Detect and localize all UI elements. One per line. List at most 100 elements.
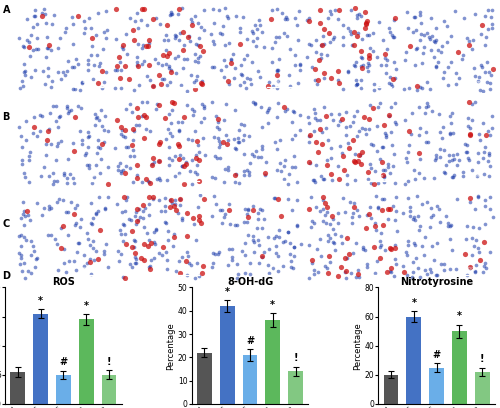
Point	[43, 137, 51, 143]
Point	[334, 210, 342, 216]
Point	[278, 10, 285, 17]
Point	[182, 272, 190, 278]
Point	[416, 125, 424, 132]
Point	[465, 157, 473, 163]
Point	[463, 272, 471, 279]
Point	[486, 86, 494, 92]
Point	[365, 54, 373, 61]
Point	[62, 29, 70, 36]
Point	[188, 19, 196, 26]
Point	[462, 149, 469, 155]
Point	[186, 72, 194, 78]
Bar	[102, 375, 116, 404]
Point	[114, 167, 122, 173]
Bar	[220, 306, 234, 404]
Point	[88, 35, 96, 42]
Point	[371, 222, 379, 229]
Point	[95, 62, 103, 69]
Point	[471, 73, 479, 79]
Point	[122, 144, 130, 150]
Point	[42, 20, 50, 26]
Point	[230, 222, 238, 228]
Point	[463, 34, 471, 41]
Point	[430, 212, 438, 218]
Point	[70, 258, 78, 264]
Point	[100, 251, 108, 257]
Point	[164, 256, 172, 263]
Point	[459, 169, 467, 176]
Point	[350, 61, 358, 68]
Point	[84, 57, 92, 64]
Point	[305, 41, 313, 47]
Point	[148, 194, 156, 200]
Point	[409, 269, 417, 275]
Point	[122, 163, 130, 169]
Point	[178, 215, 186, 221]
Point	[407, 131, 415, 138]
Point	[88, 52, 96, 59]
Point	[338, 150, 346, 156]
Point	[167, 196, 175, 203]
Point	[462, 142, 470, 148]
Point	[142, 126, 150, 132]
Point	[354, 157, 362, 164]
Point	[28, 270, 36, 276]
Point	[73, 202, 81, 208]
Point	[373, 258, 381, 264]
Bar	[242, 355, 258, 404]
Point	[478, 155, 486, 162]
Point	[40, 6, 48, 12]
Point	[375, 84, 383, 91]
Point	[370, 168, 378, 174]
Point	[374, 147, 382, 154]
Point	[380, 144, 388, 151]
Point	[236, 29, 244, 35]
Point	[168, 107, 176, 113]
Point	[128, 228, 136, 235]
Point	[116, 168, 124, 174]
Point	[304, 113, 312, 120]
Point	[188, 136, 196, 143]
Point	[226, 81, 234, 88]
Point	[142, 43, 150, 49]
Point	[221, 5, 229, 11]
Point	[417, 30, 425, 37]
Point	[221, 211, 229, 217]
Point	[449, 130, 457, 137]
Point	[129, 137, 137, 143]
Point	[268, 45, 276, 51]
Point	[178, 163, 186, 170]
Point	[306, 18, 314, 24]
Point	[290, 252, 298, 259]
Point	[240, 122, 248, 128]
Point	[44, 172, 52, 179]
Point	[239, 137, 247, 144]
Point	[188, 21, 196, 28]
Point	[192, 77, 200, 83]
Point	[220, 42, 228, 49]
Point	[444, 152, 452, 158]
Point	[480, 262, 488, 269]
Point	[364, 169, 372, 175]
Point	[272, 195, 280, 201]
Point	[92, 114, 100, 121]
Point	[414, 170, 422, 176]
Point	[144, 40, 152, 47]
Point	[156, 139, 164, 146]
Point	[360, 25, 368, 31]
Point	[436, 129, 444, 135]
Point	[128, 109, 136, 115]
Point	[211, 153, 219, 159]
Point	[20, 61, 28, 68]
Point	[89, 244, 97, 251]
Point	[405, 128, 413, 134]
Point	[237, 62, 245, 69]
Point	[390, 33, 398, 40]
Point	[130, 244, 138, 250]
Point	[402, 56, 409, 63]
Point	[161, 207, 169, 214]
Point	[476, 86, 484, 93]
Point	[255, 260, 263, 266]
Point	[68, 13, 76, 20]
Point	[170, 231, 177, 238]
